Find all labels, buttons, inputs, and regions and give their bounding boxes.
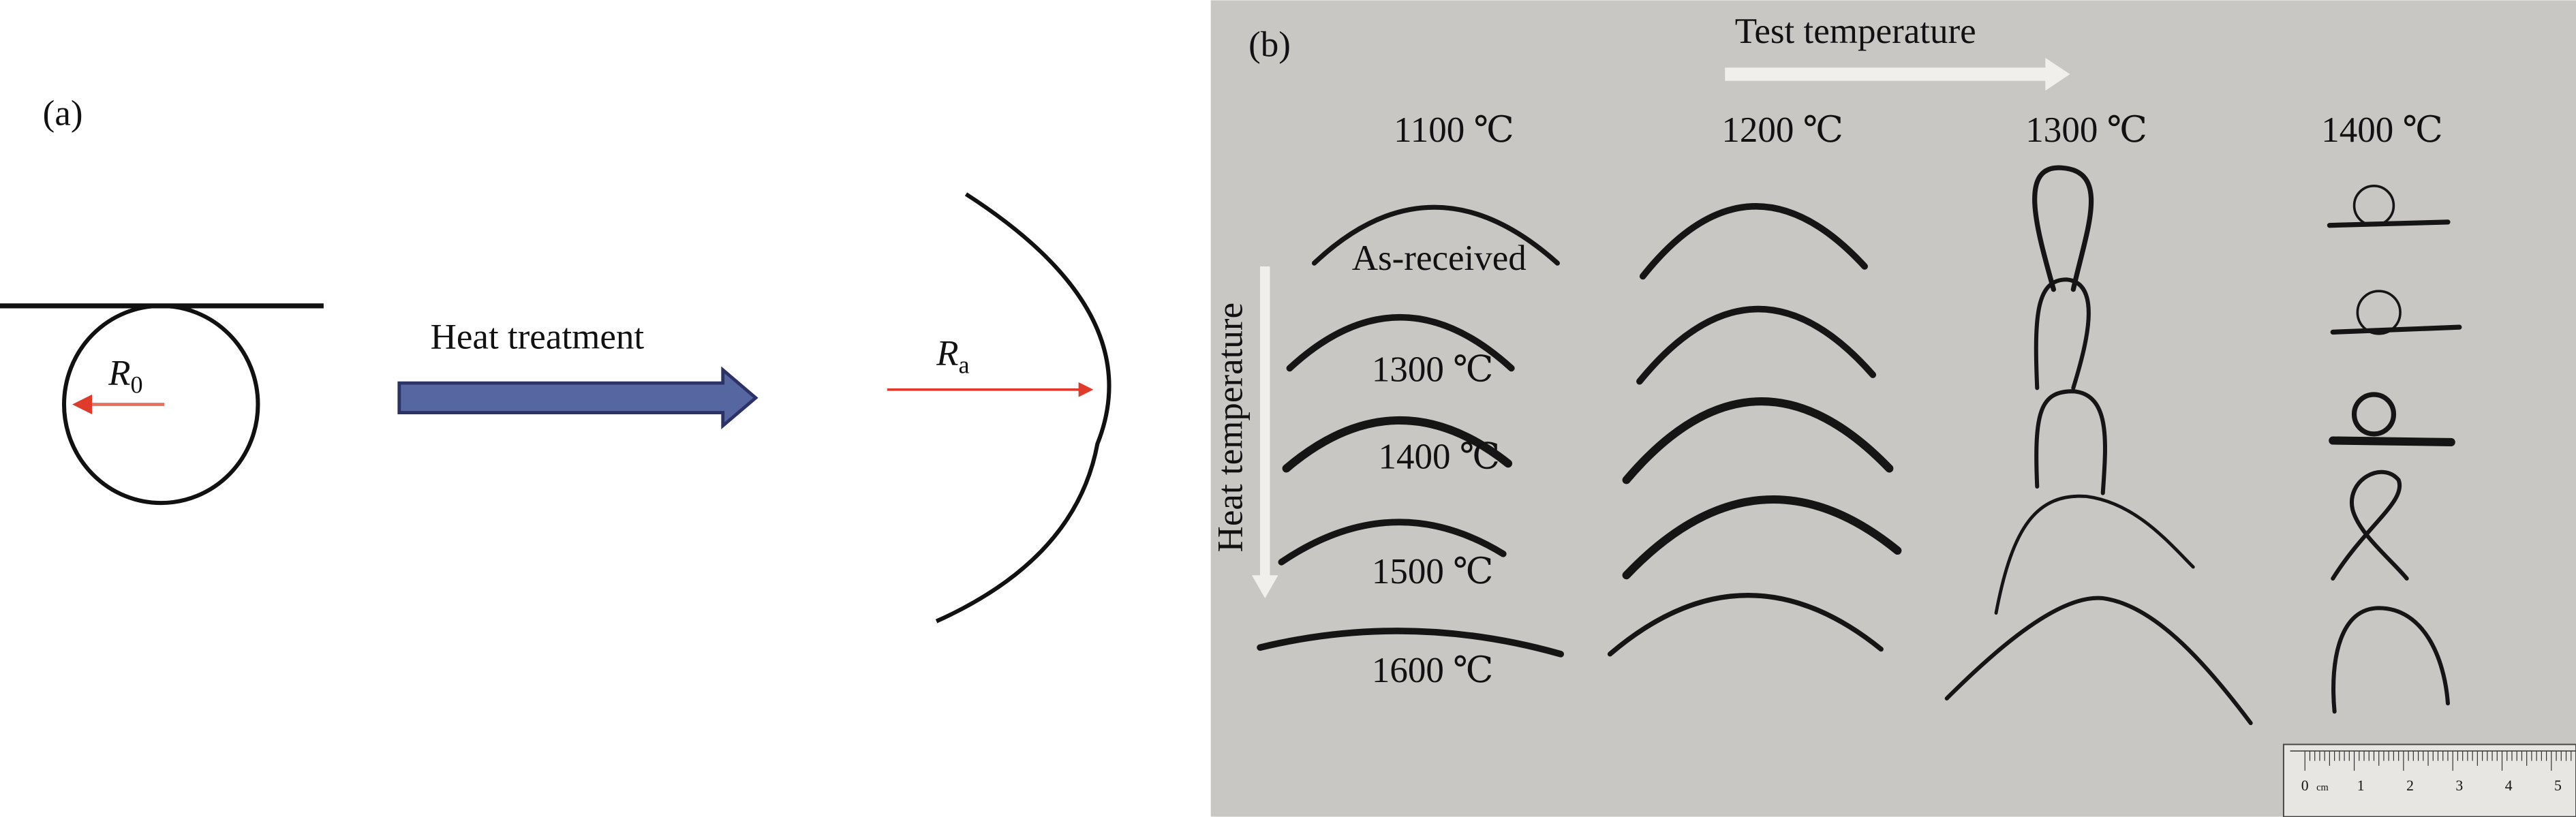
relaxed-fiber-arc	[935, 192, 1111, 623]
scale-ruler: cm 0 1 2 3 4 5	[2282, 743, 2576, 817]
heat-treatment-label: Heat treatment	[431, 318, 645, 357]
ruler-tick-1: 1	[2357, 777, 2365, 794]
fibers-1400	[2327, 185, 2462, 714]
test-temperature-arrow	[1725, 57, 2070, 91]
test-temperature-label: Test temperature	[1735, 12, 1976, 51]
test-temp-1100: 1100 ℃	[1394, 110, 1514, 150]
r0-label: R0	[108, 354, 142, 399]
heat-temperature-label: Heat temperature	[1211, 303, 1251, 552]
ruler-tick-0: 0	[2301, 777, 2309, 794]
ruler-tick-4: 4	[2505, 777, 2513, 794]
heat-row-1600: 1600 ℃	[1372, 651, 1494, 690]
test-temp-1400: 1400 ℃	[2321, 110, 2443, 150]
heat-row-1300: 1300 ℃	[1372, 350, 1494, 390]
fibers-1200	[1607, 203, 1902, 657]
panel-a: (a) R0 Heat treatment Ra	[0, 0, 1211, 817]
ra-label: Ra	[936, 334, 969, 379]
ruler-unit: cm	[2316, 782, 2329, 793]
initial-fiber-circle	[62, 303, 260, 506]
heat-temperature-arrow	[1251, 266, 1278, 598]
heat-row-1500: 1500 ℃	[1372, 552, 1494, 591]
test-temp-1200: 1200 ℃	[1721, 110, 1843, 150]
ruler-tick-3: 3	[2455, 777, 2463, 794]
fibers-1100	[1257, 204, 1564, 658]
heat-treatment-arrow	[397, 366, 758, 430]
ruler-tick-2: 2	[2406, 777, 2414, 794]
heat-row-1400: 1400 ℃	[1378, 437, 1500, 476]
test-temp-1300: 1300 ℃	[2025, 110, 2147, 150]
heat-row-as-received: As-received	[1352, 238, 1527, 278]
panel-a-label: (a)	[43, 94, 83, 134]
panel-b-photo: (b) Test temperature 1100 ℃ 1200 ℃ 1300 …	[1211, 0, 2576, 817]
panel-b-label: (b)	[1248, 25, 1291, 64]
fibers-1300	[1944, 165, 2253, 726]
ruler-tick-5: 5	[2554, 777, 2562, 794]
